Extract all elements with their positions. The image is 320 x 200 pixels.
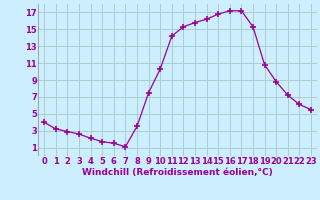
X-axis label: Windchill (Refroidissement éolien,°C): Windchill (Refroidissement éolien,°C) [82,168,273,177]
